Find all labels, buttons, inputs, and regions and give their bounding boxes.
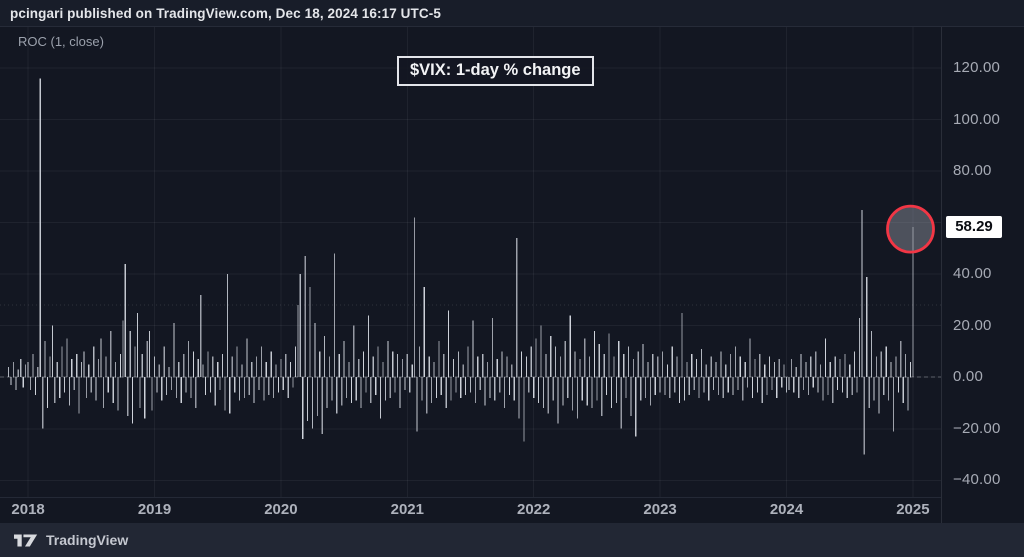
year-tick-label: 2024: [769, 501, 804, 518]
tradingview-brand[interactable]: TradingView: [46, 532, 129, 548]
price-tick-label: 80.00: [953, 162, 992, 180]
highlight-circle: [886, 204, 935, 254]
footer-bar: TradingView: [0, 523, 1024, 557]
time-scale[interactable]: 2018 2019 2020 2021 2022 2023 2024 2025: [0, 497, 941, 523]
price-tick-label: 20.00: [953, 316, 992, 334]
chart-title-annotation: $VIX: 1-day % change: [397, 56, 594, 86]
year-tick-label: 2019: [137, 501, 172, 518]
indicator-legend: ROC (1, close): [18, 34, 104, 49]
year-tick-label: 2020: [264, 501, 298, 518]
price-tick-label: 0.00: [953, 368, 983, 386]
tradingview-logo-icon[interactable]: [14, 533, 38, 548]
chart-pane[interactable]: [0, 27, 941, 497]
year-tick-label: 2023: [643, 501, 677, 518]
published-byline: pcingari published on TradingView.com, D…: [10, 5, 441, 21]
year-tick-label: 2022: [517, 501, 551, 518]
price-tick-label: −40.00: [953, 471, 1001, 489]
year-tick-label: 2021: [390, 501, 424, 518]
year-tick-label: 2025: [896, 501, 930, 518]
year-tick-label: 2018: [11, 501, 45, 518]
publish-header: pcingari published on TradingView.com, D…: [0, 0, 1024, 27]
price-tick-label: 100.00: [953, 110, 1001, 128]
price-tick-label: 120.00: [953, 59, 1001, 77]
price-tick-label: −20.00: [953, 419, 1001, 437]
price-scale[interactable]: 120.00 100.00 80.00 40.00 20.00 0.00 −20.00 −40…: [941, 27, 1024, 523]
chart-stage: ROC (1, close) $VIX: 1-day % change 2018…: [0, 27, 1024, 523]
last-value-badge: 58.29: [946, 216, 1002, 239]
price-tick-label: 40.00: [953, 265, 992, 283]
